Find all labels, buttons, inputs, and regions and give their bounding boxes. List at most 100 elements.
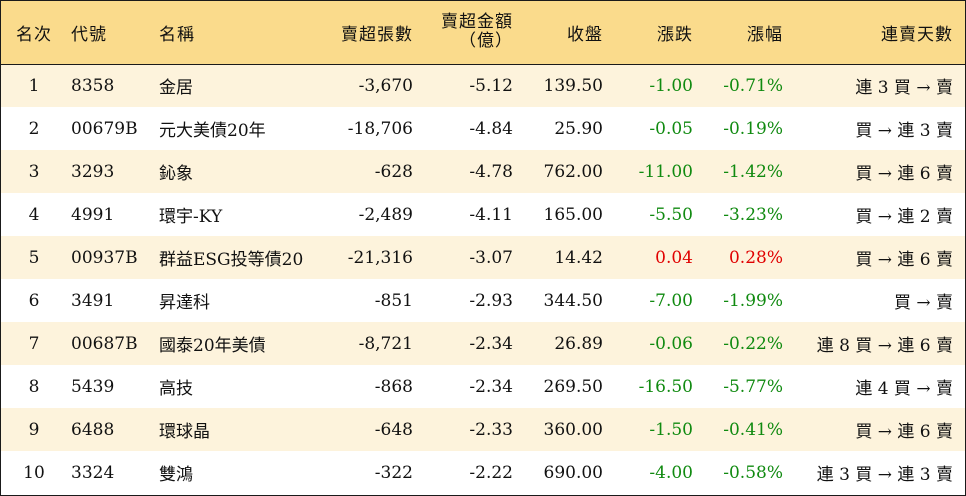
cell-sell-volume: -868 (374, 376, 413, 397)
cell-name: 環球晶 (159, 422, 210, 442)
cell-change-pct: 0.28% (728, 247, 783, 268)
cell-name: 高技 (159, 379, 193, 399)
cell-sell-volume: -648 (374, 419, 413, 440)
cell-sell-days: 連 4 買 → 賣 (855, 379, 953, 399)
cell-code: 3324 (71, 462, 115, 483)
cell-change: -16.50 (638, 376, 693, 397)
cell-code: 3293 (71, 161, 115, 182)
cell-sell-days: 買 → 賣 (893, 293, 953, 313)
cell-name: 環宇-KY (159, 207, 223, 227)
cell-sell-days: 買 → 連 6 賣 (855, 422, 953, 442)
cell-sell-amount: -4.84 (469, 118, 513, 139)
cell-code: 4991 (71, 204, 115, 225)
table-row: 2 00679B 元大美債20年 -18,706 -4.84 25.90 -0.05 -0.1… (1, 107, 965, 150)
cell-code: 00679B (71, 118, 138, 139)
cell-sell-volume: -628 (374, 161, 413, 182)
table-row: 1 8358 金居 -3,670 -5.12 139.50 -1.00 -0.71% 連 3 買… (1, 64, 965, 107)
cell-rank: 4 (28, 204, 40, 225)
cell-change-pct: -3.23% (723, 204, 783, 225)
cell-sell-amount: -2.33 (469, 419, 513, 440)
cell-name: 元大美債20年 (159, 121, 266, 141)
cell-change: -1.50 (649, 419, 693, 440)
cell-rank: 2 (28, 118, 40, 139)
cell-close: 269.50 (543, 376, 603, 397)
cell-code: 5439 (71, 376, 115, 397)
table-row: 8 5439 高技 -868 -2.34 269.50 -16.50 -5.77% 連 4 買 … (1, 365, 965, 408)
cell-change-pct: -0.22% (723, 333, 783, 354)
cell-close: 360.00 (543, 419, 603, 440)
header-change-pct: 漲幅 (693, 1, 783, 65)
cell-sell-amount: -4.11 (469, 204, 513, 225)
cell-name: 群益ESG投等債20 (159, 250, 304, 270)
cell-change: 0.04 (655, 247, 693, 268)
cell-close: 14.42 (554, 247, 603, 268)
header-sell-amount: 賣超金額 （億） (413, 1, 513, 65)
cell-rank: 10 (23, 462, 45, 483)
cell-change: -11.00 (638, 161, 693, 182)
cell-rank: 8 (28, 376, 40, 397)
cell-sell-amount: -2.22 (469, 462, 513, 483)
cell-code: 00687B (71, 333, 138, 354)
cell-code: 00937B (71, 247, 138, 268)
header-name: 名稱 (153, 1, 333, 65)
header-sell-volume: 賣超張數 (333, 1, 413, 65)
header-close: 收盤 (513, 1, 603, 65)
cell-change: -5.50 (649, 204, 693, 225)
cell-sell-volume: -851 (374, 290, 413, 311)
cell-change-pct: -1.99% (723, 290, 783, 311)
cell-sell-amount: -4.78 (469, 161, 513, 182)
table-row: 9 6488 環球晶 -648 -2.33 360.00 -1.50 -0.41% 買 → 連 … (1, 408, 965, 451)
cell-sell-days: 買 → 連 6 賣 (855, 164, 953, 184)
cell-close: 25.90 (554, 118, 603, 139)
cell-code: 3491 (71, 290, 115, 311)
cell-sell-amount: -2.93 (469, 290, 513, 311)
cell-change-pct: -0.41% (723, 419, 783, 440)
cell-change-pct: -0.71% (723, 75, 783, 96)
cell-code: 6488 (71, 419, 115, 440)
cell-change: -7.00 (649, 290, 693, 311)
cell-sell-volume: -21,316 (347, 247, 413, 268)
header-sell-amount-line1: 賣超金額 (441, 12, 513, 33)
cell-rank: 3 (28, 161, 40, 182)
cell-rank: 9 (28, 419, 40, 440)
cell-sell-volume: -18,706 (347, 118, 413, 139)
cell-sell-amount: -5.12 (469, 75, 513, 96)
cell-sell-volume: -8,721 (358, 333, 413, 354)
cell-rank: 1 (28, 75, 40, 96)
cell-close: 344.50 (543, 290, 603, 311)
header-row: 名次 代號 名稱 賣超張數 賣超金額 （億） 收盤 漲跌 漲幅 連賣天數 (1, 1, 965, 65)
cell-rank: 7 (28, 333, 40, 354)
cell-sell-amount: -2.34 (469, 376, 513, 397)
cell-sell-volume: -3,670 (358, 75, 413, 96)
cell-sell-days: 買 → 連 2 賣 (855, 207, 953, 227)
table-row: 6 3491 昇達科 -851 -2.93 344.50 -7.00 -1.99% 買 → 賣 (1, 279, 965, 322)
table-row: 10 3324 雙鴻 -322 -2.22 690.00 -4.00 -0.58% 連 3 買 … (1, 451, 965, 494)
cell-sell-days: 買 → 連 6 賣 (855, 250, 953, 270)
cell-close: 139.50 (543, 75, 603, 96)
cell-sell-volume: -322 (374, 462, 413, 483)
cell-change-pct: -0.58% (723, 462, 783, 483)
cell-sell-amount: -3.07 (469, 247, 513, 268)
table-row: 5 00937B 群益ESG投等債20 -21,316 -3.07 14.42 0.04 0.… (1, 236, 965, 279)
cell-change-pct: -1.42% (723, 161, 783, 182)
cell-sell-days: 連 8 買 → 連 6 賣 (816, 336, 953, 356)
cell-rank: 5 (28, 247, 40, 268)
table-row: 4 4991 環宇-KY -2,489 -4.11 165.00 -5.50 -3.23% 買 … (1, 193, 965, 236)
cell-code: 8358 (71, 75, 115, 96)
cell-change: -1.00 (649, 75, 693, 96)
header-change: 漲跌 (603, 1, 693, 65)
table-row: 3 3293 鈊象 -628 -4.78 762.00 -11.00 -1.42% 買 → 連 … (1, 150, 965, 193)
cell-close: 26.89 (554, 333, 603, 354)
cell-name: 昇達科 (159, 293, 210, 313)
cell-name: 國泰20年美債 (159, 336, 266, 356)
cell-change: -4.00 (649, 462, 693, 483)
cell-name: 雙鴻 (159, 465, 193, 485)
header-sell-days: 連賣天數 (783, 1, 965, 65)
cell-close: 762.00 (543, 161, 603, 182)
header-rank: 名次 (1, 1, 67, 65)
cell-close: 690.00 (543, 462, 603, 483)
cell-name: 金居 (159, 78, 193, 99)
cell-sell-amount: -2.34 (469, 333, 513, 354)
